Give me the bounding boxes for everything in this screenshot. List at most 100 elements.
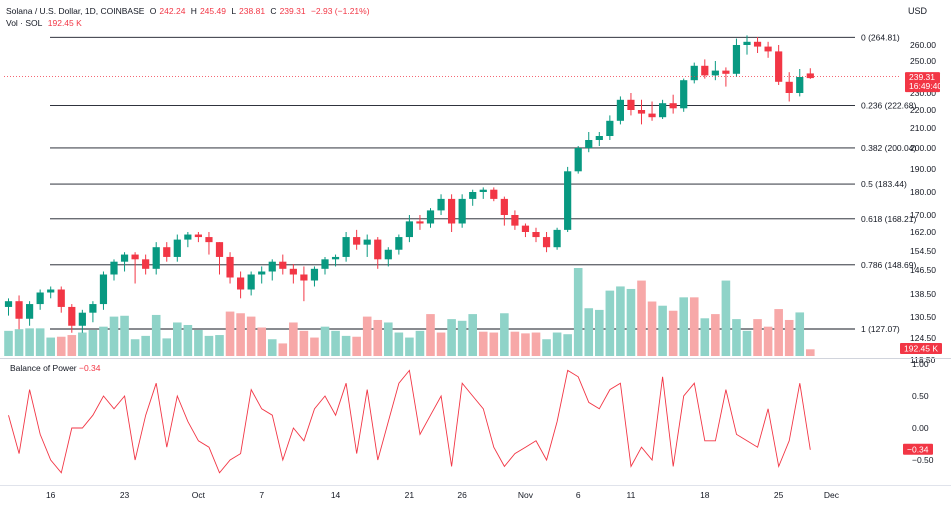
candle-body[interactable] <box>226 256 234 278</box>
candle-body[interactable] <box>690 65 698 81</box>
candle-body[interactable] <box>78 312 86 326</box>
candle-body[interactable] <box>595 136 603 140</box>
candle-body[interactable] <box>237 277 245 290</box>
candle-body[interactable] <box>215 242 224 257</box>
candle-body[interactable] <box>437 198 445 211</box>
candle-body[interactable] <box>753 41 762 47</box>
candle-body[interactable] <box>321 259 329 269</box>
candle-body[interactable] <box>448 198 456 224</box>
candle-body[interactable] <box>279 261 287 269</box>
price-axis[interactable]: 260.00250.00240.00230.00220.00210.00200.… <box>900 40 942 365</box>
balance-of-power-pane <box>8 369 811 474</box>
candle-body[interactable] <box>542 237 551 248</box>
volume-label[interactable]: Vol · SOL <box>6 18 43 28</box>
candle-body[interactable] <box>606 120 614 136</box>
candle-body[interactable] <box>722 70 730 74</box>
candle-body[interactable] <box>479 189 487 192</box>
candle-body[interactable] <box>806 73 814 79</box>
candle-body[interactable] <box>564 171 572 230</box>
candle-body[interactable] <box>310 268 319 281</box>
volume-bar <box>320 326 330 356</box>
candle-body[interactable] <box>764 46 772 52</box>
volume-bar <box>289 322 298 356</box>
candle-body[interactable] <box>585 140 593 148</box>
candle-body[interactable] <box>574 148 582 172</box>
candle-body[interactable] <box>796 77 804 93</box>
volume-bar <box>35 328 45 356</box>
candle-body[interactable] <box>247 274 255 290</box>
bop-axis: 1.00 0.50 0.00 −0.50−0.34 <box>903 359 934 465</box>
candle-body[interactable] <box>701 65 709 76</box>
candle-body[interactable] <box>4 301 13 307</box>
close-value: 239.31 <box>279 6 306 16</box>
candle-body[interactable] <box>268 261 276 272</box>
candle-body[interactable] <box>205 237 213 243</box>
candle-body[interactable] <box>648 113 656 118</box>
candle-body[interactable] <box>353 237 361 245</box>
volume-bar <box>647 301 657 356</box>
candle-body[interactable] <box>120 254 129 262</box>
candlestick-layer[interactable] <box>4 35 814 333</box>
candle-body[interactable] <box>289 268 297 275</box>
candle-body[interactable] <box>732 45 741 74</box>
candle-body[interactable] <box>258 271 266 275</box>
candle-body[interactable] <box>374 239 382 260</box>
candle-body[interactable] <box>405 221 413 238</box>
candle-body[interactable] <box>163 247 171 257</box>
candle-body[interactable] <box>458 198 466 224</box>
candle-body[interactable] <box>426 210 435 224</box>
candle-body[interactable] <box>152 247 160 269</box>
candle-body[interactable] <box>785 81 793 93</box>
currency-label[interactable]: USD <box>908 6 928 16</box>
candle-body[interactable] <box>669 103 677 109</box>
candle-body[interactable] <box>363 239 371 245</box>
candle-body[interactable] <box>627 99 635 110</box>
candle-body[interactable] <box>184 234 192 240</box>
price-tick-label: 250.00 <box>910 56 936 66</box>
volume-bar <box>531 332 541 356</box>
candle-body[interactable] <box>99 274 108 305</box>
candle-body[interactable] <box>89 304 97 313</box>
candle-body[interactable] <box>511 215 519 226</box>
volume-bar <box>436 332 446 356</box>
candle-body[interactable] <box>521 225 530 232</box>
candle-body[interactable] <box>173 239 181 257</box>
candle-body[interactable] <box>616 99 624 121</box>
candle-body[interactable] <box>395 237 403 250</box>
symbol-title[interactable]: Solana / U.S. Dollar, 1D, COINBASE <box>6 6 145 16</box>
candle-body[interactable] <box>659 103 667 118</box>
candle-body[interactable] <box>416 221 424 224</box>
candle-body[interactable] <box>142 259 150 269</box>
time-axis[interactable]: 16 23 Oct 7 14 21 26 Nov 6 11 18 25 Dec <box>0 485 951 501</box>
candle-body[interactable] <box>500 198 508 215</box>
candle-body[interactable] <box>342 237 350 257</box>
candle-body[interactable] <box>743 41 751 45</box>
candle-body[interactable] <box>775 51 783 82</box>
candle-body[interactable] <box>711 70 719 76</box>
candle-body[interactable] <box>26 304 34 319</box>
bop-header: Balance of Power −0.34 <box>10 363 101 373</box>
candle-body[interactable] <box>47 289 55 293</box>
candle-body[interactable] <box>131 254 139 260</box>
candle-body[interactable] <box>15 301 23 319</box>
candle-body[interactable] <box>300 274 308 281</box>
candle-body[interactable] <box>331 256 340 260</box>
volume-bar <box>109 316 119 356</box>
candle-body[interactable] <box>553 229 561 248</box>
candle-body[interactable] <box>384 249 392 260</box>
candle-body[interactable] <box>532 232 540 238</box>
volume-bar <box>732 319 741 356</box>
candle-body[interactable] <box>68 306 76 326</box>
candle-body[interactable] <box>490 189 498 199</box>
volume-bar <box>763 326 773 356</box>
candle-body[interactable] <box>36 292 44 305</box>
candle-body[interactable] <box>194 234 202 238</box>
candle-body[interactable] <box>57 289 65 307</box>
candle-body[interactable] <box>110 261 118 275</box>
bop-name[interactable]: Balance of Power <box>10 363 77 373</box>
time-tick-label: Oct <box>192 490 206 500</box>
candle-body[interactable] <box>637 110 646 114</box>
candle-body[interactable] <box>680 80 688 109</box>
candle-body[interactable] <box>469 192 477 199</box>
